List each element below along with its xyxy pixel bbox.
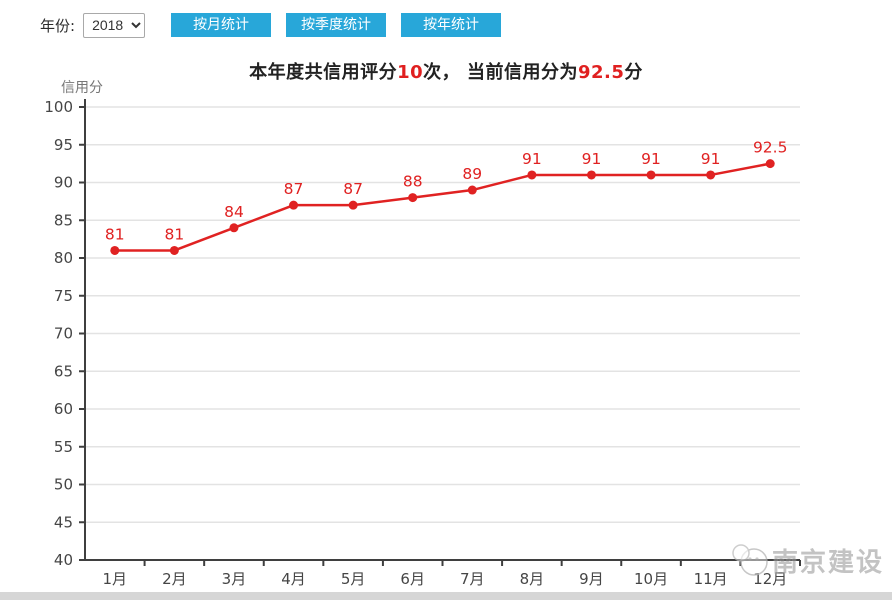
summary-score: 92.5: [577, 62, 625, 83]
y-tick-label: 100: [44, 98, 73, 116]
x-tick-label: 7月: [460, 570, 485, 588]
x-tick-label: 1月: [103, 570, 128, 588]
y-tick-label: 75: [54, 287, 73, 305]
chart-line: [114, 162, 771, 252]
summary-text: 本年度共信用评分: [249, 62, 398, 83]
data-point: [586, 170, 596, 180]
data-point: [408, 193, 418, 203]
data-point: [289, 200, 299, 210]
y-tick-label: 65: [54, 362, 73, 380]
x-tick-label: 9月: [579, 570, 604, 588]
y-tick-label: 95: [54, 136, 73, 154]
y-tick-label: 80: [54, 249, 73, 267]
data-point: [646, 170, 656, 180]
summary-text: 分: [624, 62, 643, 83]
data-point: [467, 185, 477, 195]
data-point-label: 81: [165, 225, 185, 243]
bottom-edge-strip: [0, 592, 892, 600]
summary-count: 10: [397, 62, 424, 83]
monthly-stats-button[interactable]: 按月统计: [171, 13, 272, 37]
data-point-label: 88: [403, 173, 423, 191]
y-tick-label: 55: [54, 438, 73, 456]
data-point-label: 81: [105, 225, 125, 243]
year-select[interactable]: 2018: [83, 12, 146, 38]
y-tick-label: 85: [54, 211, 73, 229]
stat-button-group: 按月统计 按季度统计 按年统计: [171, 13, 516, 37]
y-tick-label: 45: [54, 513, 73, 531]
year-label: 年份:: [40, 16, 76, 35]
data-point-label: 91: [522, 150, 542, 168]
data-point-label: 92.5: [753, 139, 788, 157]
data-point-label: 91: [641, 150, 661, 168]
quarterly-stats-button[interactable]: 按季度统计: [286, 13, 387, 37]
x-tick-label: 10月: [634, 570, 668, 588]
y-tick-label: 60: [54, 400, 73, 418]
watermark: 南京建设: [728, 538, 884, 582]
x-tick-label: 3月: [222, 570, 247, 588]
data-point-label: 87: [343, 180, 363, 198]
data-point-label: 87: [284, 180, 304, 198]
y-tick-label: 90: [54, 174, 73, 192]
y-tick-label: 50: [54, 476, 73, 494]
y-tick-label: 40: [54, 551, 73, 569]
watermark-logo-icon: [732, 544, 768, 576]
watermark-text: 南京建设: [771, 547, 884, 578]
x-tick-label: 4月: [281, 570, 306, 588]
summary-text: 次， 当前信用分为: [423, 62, 578, 83]
data-point: [706, 170, 716, 180]
data-point-label: 91: [582, 150, 602, 168]
data-point: [110, 245, 120, 255]
data-point-label: 91: [701, 150, 721, 168]
header-bar: 年份: 2018 按月统计 按季度统计 按年统计: [40, 12, 516, 38]
data-point: [229, 223, 239, 233]
x-tick-label: 8月: [520, 570, 545, 588]
data-point-label: 84: [224, 203, 244, 221]
data-point: [348, 200, 358, 210]
summary-title: 本年度共信用评分10次， 当前信用分为92.5分: [0, 58, 892, 84]
x-tick-label: 5月: [341, 570, 366, 588]
data-point: [765, 159, 775, 169]
x-tick-label: 11月: [694, 570, 728, 588]
yearly-stats-button[interactable]: 按年统计: [401, 13, 502, 37]
y-axis-title: 信用分: [61, 80, 103, 96]
y-tick-label: 70: [54, 325, 73, 343]
x-tick-label: 2月: [162, 570, 187, 588]
x-tick-label: 12月: [753, 570, 787, 588]
x-tick-label: 6月: [400, 570, 425, 588]
data-point: [169, 245, 179, 255]
data-point: [527, 170, 537, 180]
data-point-label: 89: [462, 165, 482, 183]
